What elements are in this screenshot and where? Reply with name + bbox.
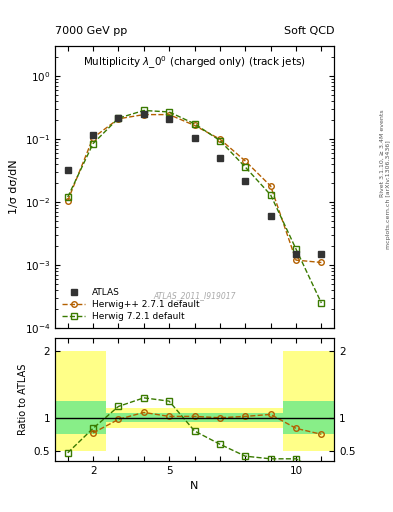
- Text: 7000 GeV pp: 7000 GeV pp: [55, 26, 127, 36]
- Y-axis label: 1/σ dσ/dN: 1/σ dσ/dN: [9, 160, 19, 215]
- Text: Rivet 3.1.10, ≥ 3.4M events: Rivet 3.1.10, ≥ 3.4M events: [380, 110, 384, 198]
- Text: mcplots.cern.ch [arXiv:1306.3436]: mcplots.cern.ch [arXiv:1306.3436]: [386, 140, 391, 249]
- Y-axis label: Ratio to ATLAS: Ratio to ATLAS: [18, 364, 28, 435]
- Text: ATLAS_2011_I919017: ATLAS_2011_I919017: [153, 291, 236, 300]
- Text: Multiplicity $\lambda\_0^0$ (charged only) (track jets): Multiplicity $\lambda\_0^0$ (charged onl…: [83, 55, 306, 71]
- Text: Soft QCD: Soft QCD: [284, 26, 334, 36]
- X-axis label: N: N: [190, 481, 199, 491]
- Legend: ATLAS, Herwig++ 2.7.1 default, Herwig 7.2.1 default: ATLAS, Herwig++ 2.7.1 default, Herwig 7.…: [59, 286, 202, 324]
